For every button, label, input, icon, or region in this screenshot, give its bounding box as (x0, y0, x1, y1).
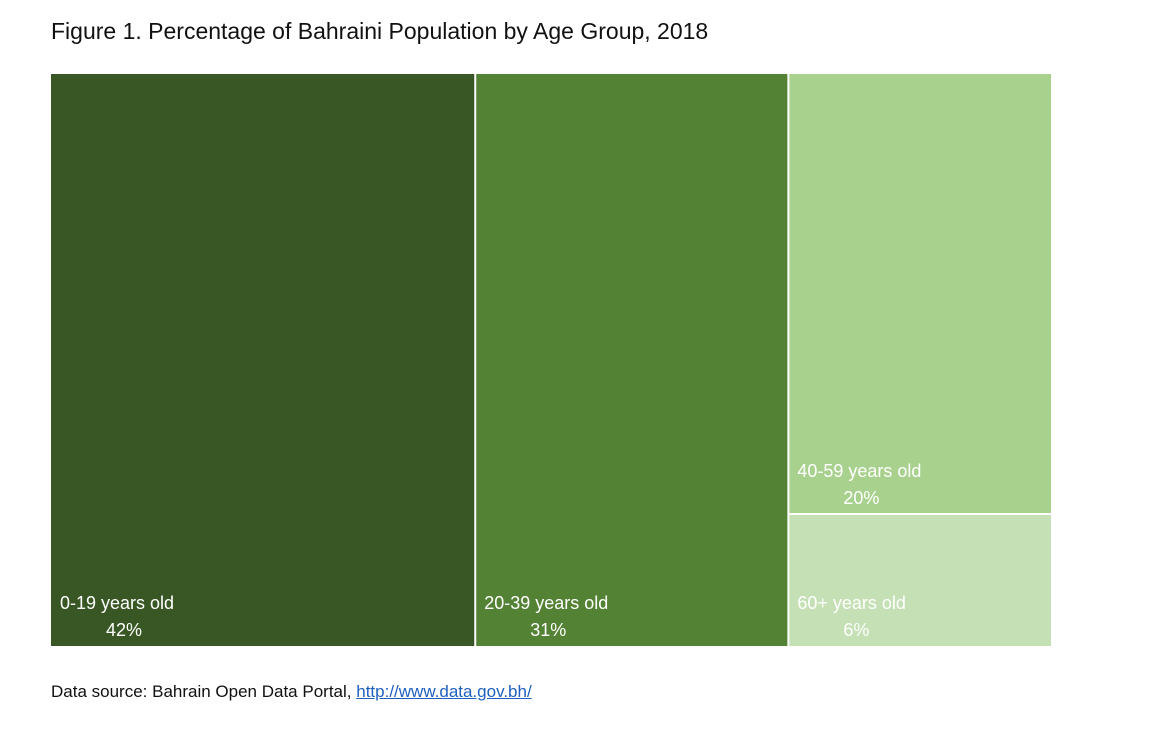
treemap-tile-label-1: 20-39 years old (484, 593, 608, 613)
treemap-tile-label-2: 40-59 years old (797, 461, 921, 481)
data-source-text: Data source: Bahrain Open Data Portal, (51, 682, 352, 701)
treemap-tile-label-3: 60+ years old (797, 593, 906, 613)
treemap-chart: 0-19 years old 42% 20-39 years old 31% 40-59… (51, 74, 1051, 646)
data-source-note: Data source: Bahrain Open Data Portal, h… (51, 682, 532, 702)
treemap-tile-label-0: 0-19 years old (60, 593, 174, 613)
treemap-svg: 0-19 years old 42% 20-39 years old 31% 40-59… (51, 74, 1051, 646)
chart-title: Figure 1. Percentage of Bahraini Populat… (51, 18, 709, 44)
treemap-tile-3 (789, 515, 1051, 646)
data-source-link[interactable]: http://www.data.gov.bh/ (356, 682, 532, 701)
treemap-tile-value-1: 31% (530, 620, 566, 640)
treemap-tile-0 (51, 74, 475, 646)
treemap-tile-2 (789, 74, 1051, 513)
treemap-tile-value-3: 6% (843, 620, 869, 640)
treemap-tile-value-2: 20% (843, 488, 879, 508)
treemap-tile-value-0: 42% (106, 620, 142, 640)
treemap-tile-1 (476, 74, 788, 646)
